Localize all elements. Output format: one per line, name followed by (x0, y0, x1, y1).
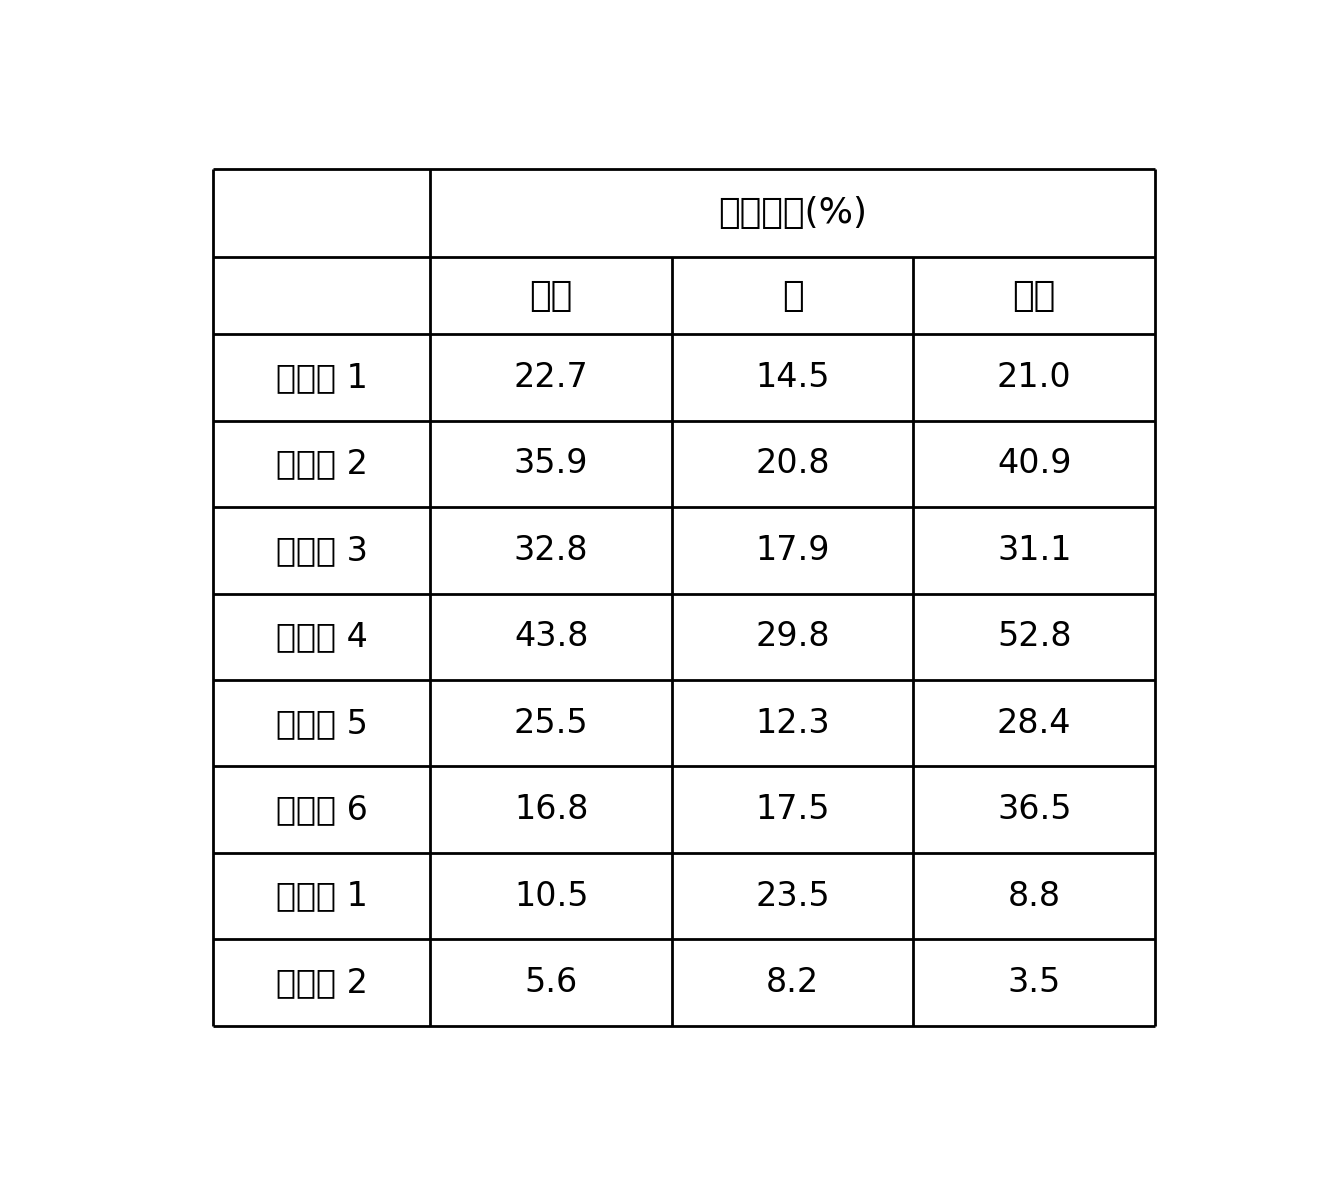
Text: 12.3: 12.3 (756, 706, 830, 739)
Text: 8.8: 8.8 (1008, 880, 1061, 913)
Text: 净化效率(%): 净化效率(%) (718, 196, 868, 230)
Text: 比较例 2: 比较例 2 (276, 966, 368, 999)
Text: 比较例 1: 比较例 1 (276, 880, 368, 913)
Text: 21.0: 21.0 (997, 361, 1072, 394)
Text: 16.8: 16.8 (514, 794, 589, 826)
Text: 31.1: 31.1 (997, 534, 1072, 567)
Text: 17.5: 17.5 (756, 794, 830, 826)
Text: 甲苯: 甲苯 (1013, 279, 1056, 313)
Text: 20.8: 20.8 (756, 448, 830, 481)
Text: 10.5: 10.5 (514, 880, 589, 913)
Text: 5.6: 5.6 (525, 966, 578, 999)
Text: 实施例 4: 实施例 4 (276, 620, 368, 653)
Text: 14.5: 14.5 (756, 361, 830, 394)
Text: 22.7: 22.7 (514, 361, 589, 394)
Text: 28.4: 28.4 (997, 706, 1072, 739)
Text: 3.5: 3.5 (1008, 966, 1061, 999)
Text: 32.8: 32.8 (514, 534, 589, 567)
Text: 52.8: 52.8 (997, 620, 1072, 653)
Text: 25.5: 25.5 (514, 706, 589, 739)
Text: 8.2: 8.2 (766, 966, 820, 999)
Text: 23.5: 23.5 (756, 880, 830, 913)
Text: 实施例 6: 实施例 6 (276, 794, 368, 826)
Text: 29.8: 29.8 (756, 620, 830, 653)
Text: 17.9: 17.9 (756, 534, 830, 567)
Text: 实施例 3: 实施例 3 (276, 534, 368, 567)
Text: 43.8: 43.8 (514, 620, 589, 653)
Text: 实施例 1: 实施例 1 (276, 361, 368, 394)
Text: 35.9: 35.9 (514, 448, 589, 481)
Text: 36.5: 36.5 (997, 794, 1072, 826)
Text: 实施例 2: 实施例 2 (276, 448, 368, 481)
Text: 甲醛: 甲醛 (530, 279, 573, 313)
Text: 苯: 苯 (782, 279, 804, 313)
Text: 实施例 5: 实施例 5 (276, 706, 368, 739)
Text: 40.9: 40.9 (997, 448, 1072, 481)
